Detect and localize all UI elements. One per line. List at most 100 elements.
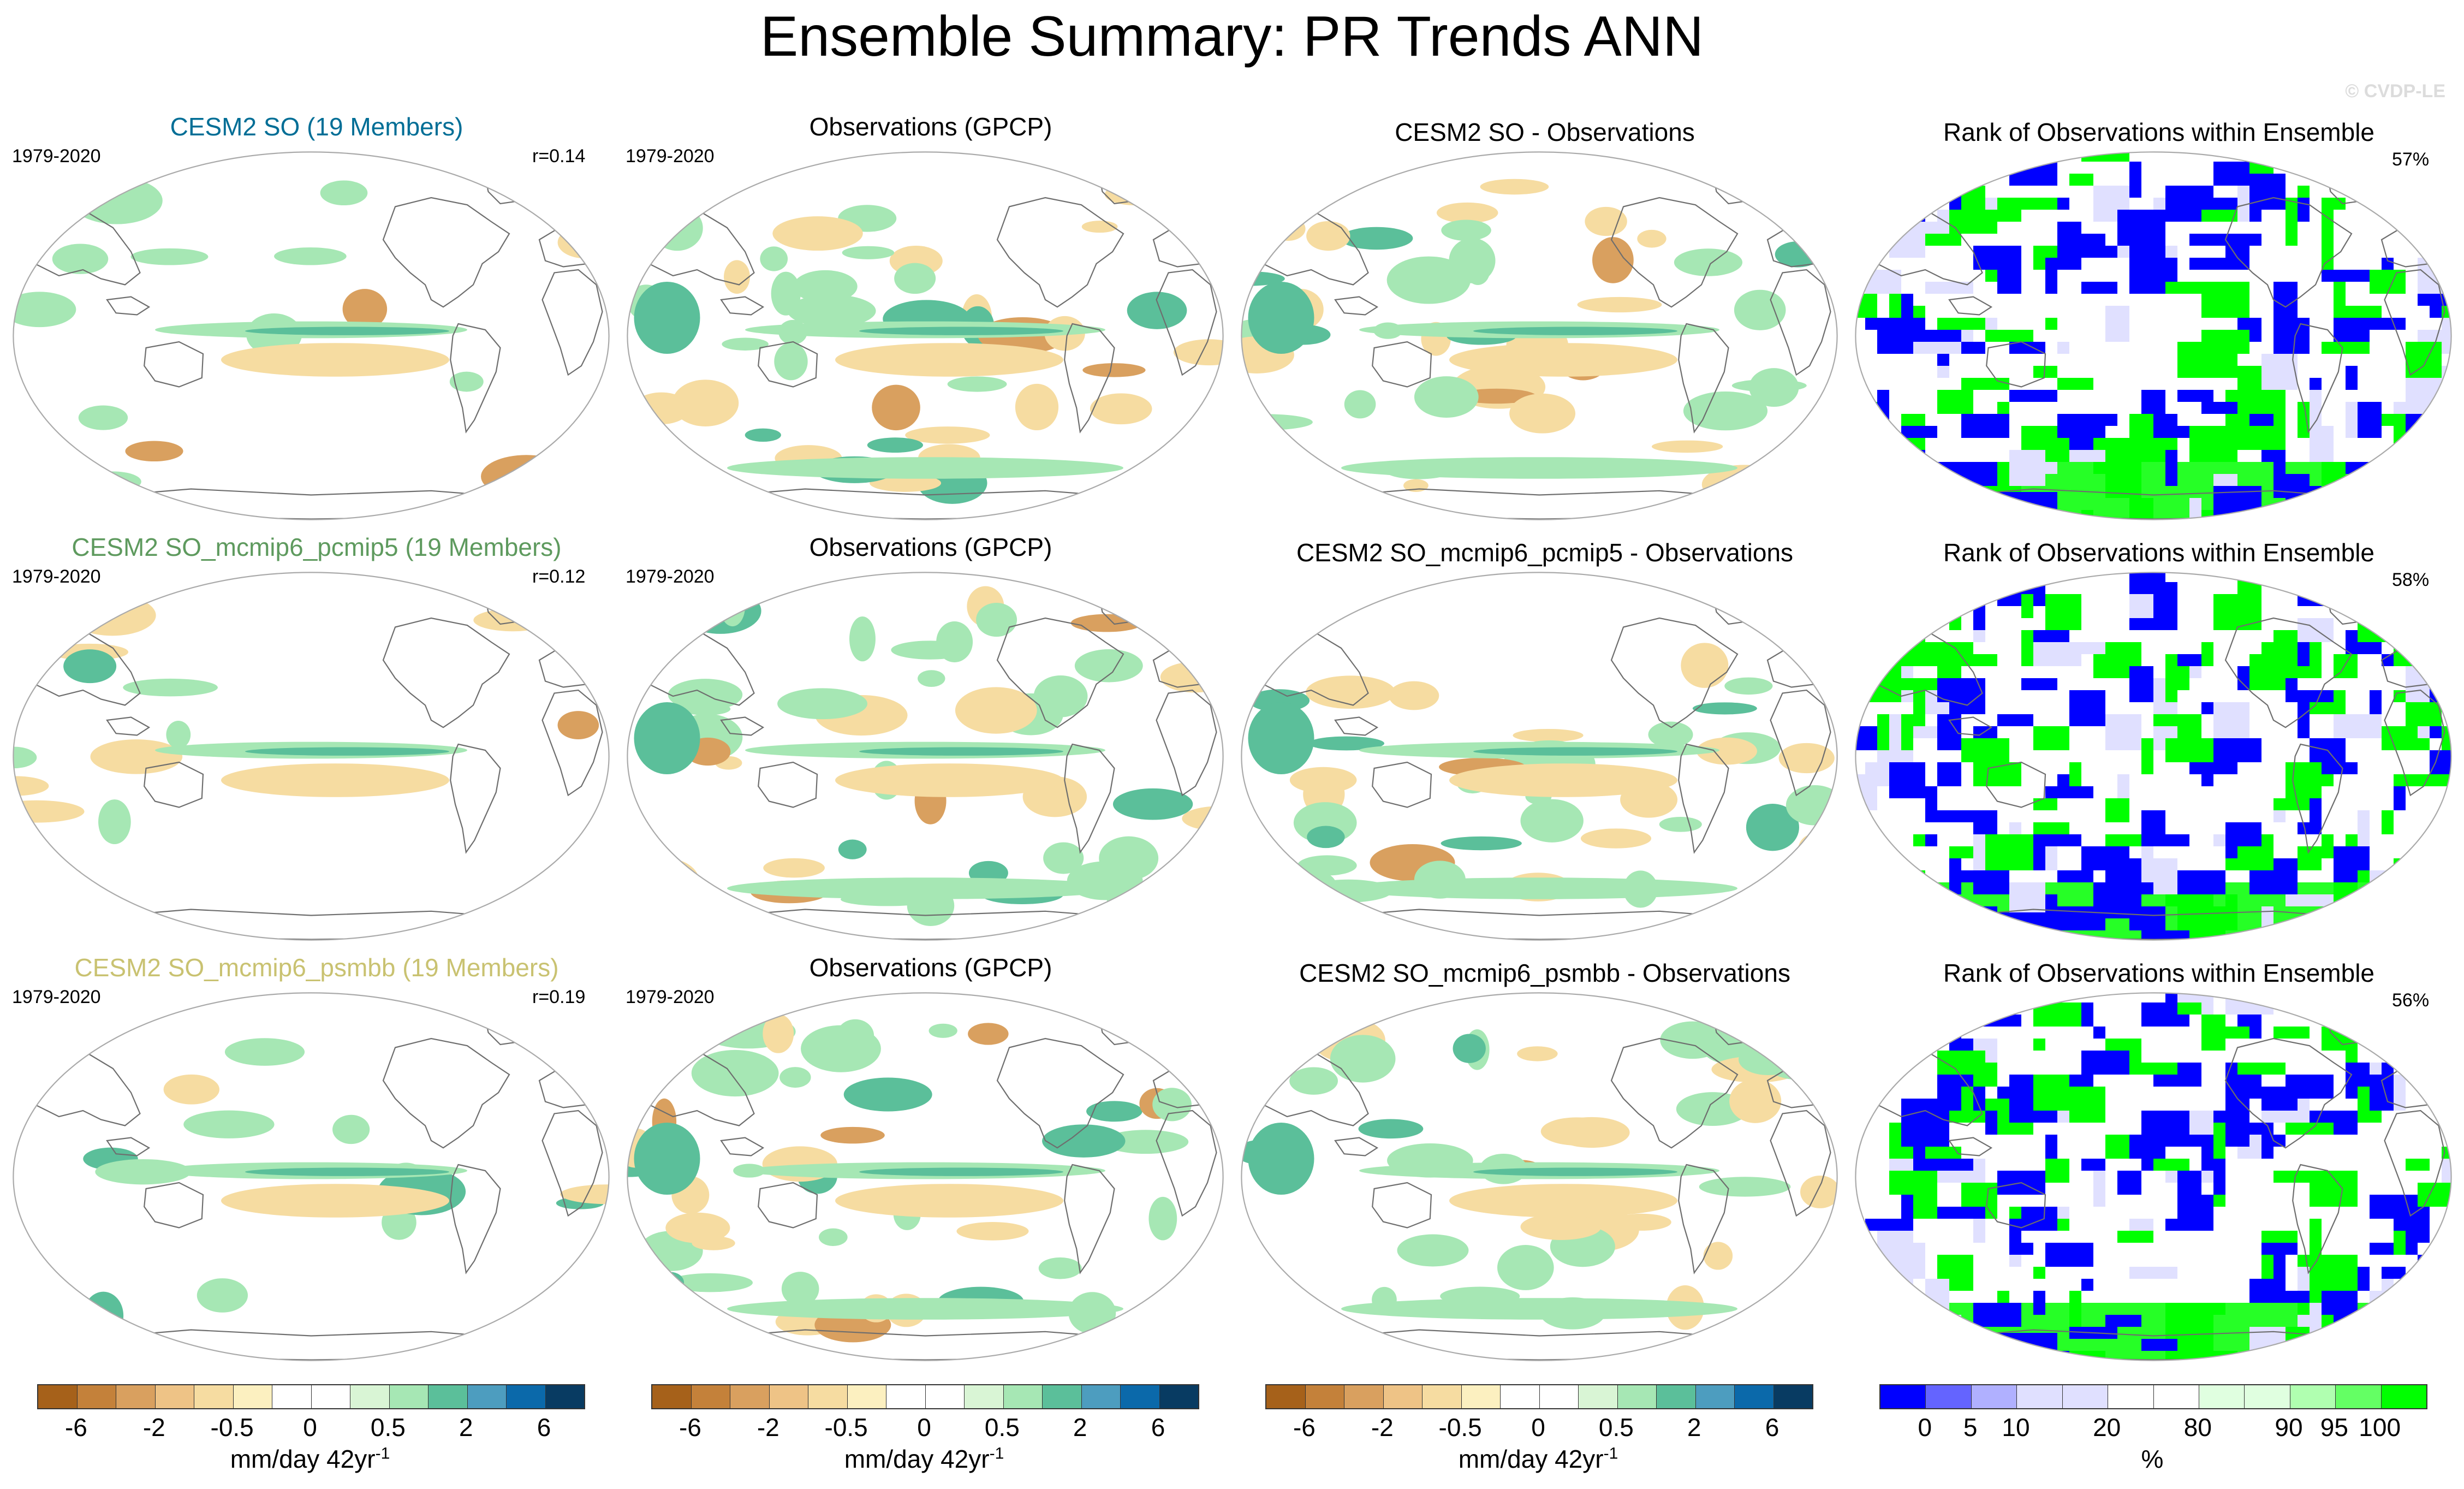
rank-cell — [2298, 1255, 2346, 1267]
rank-colorbar — [1879, 1384, 2427, 1409]
rank-cell — [2442, 1063, 2451, 1075]
rank-cell — [2153, 582, 2177, 618]
rank-cell — [1985, 1111, 1997, 1135]
colorbar-tick-label: 5 — [1963, 1413, 1978, 1441]
rank-cell — [1913, 690, 1925, 726]
wet-anomaly — [774, 342, 808, 381]
south-pacific-dry — [1449, 763, 1677, 797]
rank-cell — [2249, 1327, 2286, 1351]
rank-cell — [1877, 1279, 1889, 1291]
wet-anomaly — [274, 247, 347, 265]
rank-cell — [2430, 750, 2451, 774]
coastline — [106, 1137, 151, 1156]
coastline — [1064, 1164, 1115, 1274]
coastline — [758, 341, 818, 388]
coastline — [2224, 197, 2353, 308]
rank-cell — [1889, 714, 1901, 750]
rank-cell — [1865, 572, 1913, 606]
rank-cell — [2009, 1219, 2021, 1243]
rank-cell — [2261, 354, 2298, 390]
colorbar-swatch — [1880, 1385, 1926, 1408]
wet-anomaly — [843, 1077, 932, 1112]
wet-anomaly — [627, 835, 651, 851]
colorbar-swatch — [1383, 1385, 1423, 1408]
rank-cell — [2261, 1087, 2298, 1111]
rank-cell — [2310, 426, 2334, 462]
dry-anomaly — [1509, 393, 1576, 434]
rank-cell — [2177, 342, 2213, 378]
rank-cell — [2081, 1051, 2129, 1075]
dry-anomaly — [125, 441, 183, 462]
rank-cell — [1913, 1147, 1925, 1171]
rank-cell — [2045, 834, 2081, 846]
dry-anomaly — [1580, 828, 1652, 849]
dry-anomaly — [13, 800, 85, 823]
itcz-core — [245, 747, 449, 756]
rank-cell — [2406, 666, 2442, 702]
rank-cell — [2430, 234, 2451, 246]
rank-cell — [2009, 162, 2057, 186]
colorbar-swatch — [652, 1385, 692, 1408]
diff-map — [1241, 992, 1838, 1361]
rank-cell — [2370, 318, 2406, 330]
rank-cell — [1973, 834, 1985, 870]
rank-cell — [2189, 666, 2201, 678]
rank-cell — [2273, 1171, 2322, 1183]
wet-anomaly — [1308, 736, 1385, 751]
coastline — [1610, 617, 1739, 728]
rank-cell — [1889, 762, 1925, 798]
rank-cell — [1985, 318, 1997, 330]
coastline — [1678, 1164, 1729, 1274]
colorbar-swatch — [1121, 1385, 1160, 1408]
rank-cell — [2394, 1351, 2442, 1361]
rank-cell — [2033, 1291, 2045, 1315]
rank-cell — [2334, 930, 2370, 940]
south-pacific-dry — [835, 1184, 1063, 1218]
rank-cell — [2394, 858, 2430, 882]
dry-anomaly — [1241, 604, 1265, 651]
wet-anomaly — [745, 428, 781, 442]
southern-ocean-band — [1341, 877, 1737, 899]
rank-cell — [2213, 594, 2249, 606]
rank-cell — [1925, 834, 1937, 846]
rank-cell — [2165, 186, 2201, 222]
coastline — [996, 197, 1124, 308]
rank-cell — [2117, 1231, 2153, 1243]
wet-anomaly — [667, 1273, 753, 1292]
wet-anomaly — [1344, 390, 1376, 419]
itcz-core — [245, 1167, 449, 1176]
colorbar-tick-label: -0.5 — [1438, 1413, 1482, 1441]
dry-anomaly — [1611, 1213, 1671, 1231]
coastline — [758, 761, 818, 808]
rank-cell — [2081, 846, 2117, 870]
ens-map — [13, 151, 610, 520]
colorbar-swatch — [1305, 1385, 1344, 1408]
rank-cell — [2370, 1002, 2406, 1039]
rank-cell — [2382, 258, 2394, 270]
dry-anomaly — [968, 1023, 1009, 1045]
rank-cell — [1877, 1339, 1889, 1361]
colorbar-swatch — [2381, 1385, 2427, 1408]
rank-cell — [1961, 870, 1985, 882]
rank-cell — [2141, 810, 2165, 846]
wet-anomaly — [1734, 289, 1786, 330]
dry-anomaly — [1554, 1117, 1630, 1148]
precip-trend-colorbar — [651, 1384, 1199, 1409]
rank-cell — [2081, 1279, 2093, 1291]
dry-anomaly — [763, 858, 825, 878]
rank-cell — [2322, 762, 2358, 774]
rank-cell — [2273, 282, 2298, 318]
rank-cell — [2273, 1027, 2310, 1039]
wet-anomaly — [976, 602, 1017, 637]
wet-anomaly — [867, 437, 924, 453]
rank-cell — [2406, 882, 2418, 906]
wet-anomaly — [779, 1067, 811, 1088]
rank-cell — [2057, 222, 2081, 258]
wet-anomaly — [1674, 248, 1743, 276]
colorbar-swatch — [847, 1385, 886, 1408]
dry-anomaly — [1104, 183, 1168, 206]
wet-anomaly — [691, 1049, 779, 1097]
rank-cell — [1889, 918, 1901, 940]
rank-cell — [1855, 726, 1877, 750]
wet-anomaly — [1038, 1257, 1082, 1279]
